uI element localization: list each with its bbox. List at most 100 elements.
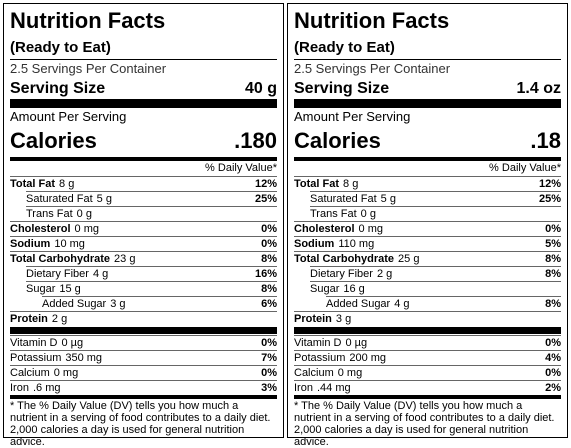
row-divider — [10, 236, 277, 237]
nutrient-name: Vitamin D — [10, 337, 58, 349]
daily-value: 12% — [254, 178, 277, 190]
nutrient-amount: 110 mg — [338, 238, 375, 250]
amount-per-serving: Amount Per Serving — [10, 109, 127, 124]
nutrient-amount: 10 mg — [54, 238, 85, 250]
serving-size-label: Serving Size — [10, 80, 106, 97]
nutrient-amount: 5 g — [380, 193, 396, 205]
daily-value: 12% — [538, 178, 561, 190]
nutrient-amount: 23 g — [114, 253, 136, 265]
daily-value: 6% — [261, 298, 277, 310]
divider — [10, 59, 277, 60]
medium-bar — [10, 157, 277, 161]
daily-value: 0% — [545, 223, 561, 235]
row-divider — [10, 311, 277, 312]
daily-value: 0% — [261, 337, 277, 349]
serving-size-label: Serving Size — [294, 80, 390, 97]
row-divider — [10, 365, 277, 366]
nutrient-name: Iron — [10, 382, 29, 394]
nutrient-name: Added Sugar — [326, 298, 391, 310]
nutrient-name: Added Sugar — [42, 298, 107, 310]
row-divider — [294, 350, 561, 351]
nutrient-name: Sugar — [310, 283, 340, 295]
nutrient-name: Trans Fat — [310, 208, 357, 220]
nutrient-amount: 5 g — [96, 193, 112, 205]
daily-value: 0% — [261, 223, 277, 235]
nutrient-name: Dietary Fiber — [26, 268, 89, 280]
daily-value: 25% — [538, 193, 561, 205]
daily-value: 2% — [545, 382, 561, 394]
nutrient-amount: 0 g — [76, 208, 92, 220]
row-divider — [294, 311, 561, 312]
nutrient-amount: .6 mg — [32, 382, 61, 394]
daily-value: 25% — [254, 193, 277, 205]
row-divider — [326, 296, 561, 297]
nutrient-amount: 350 mg — [65, 352, 103, 364]
nutrient-amount: 4 g — [394, 298, 410, 310]
serving-size: 40 g — [244, 80, 277, 97]
nutrient-name: Calcium — [294, 367, 334, 379]
row-divider — [26, 206, 277, 207]
nutrient-amount: 0 µg — [345, 337, 368, 349]
row-divider — [294, 221, 561, 222]
nutrient-name: Potassium — [10, 352, 62, 364]
nutrient-amount: 0 mg — [358, 223, 383, 235]
thick-bar — [294, 99, 561, 108]
daily-value: 8% — [545, 268, 561, 280]
nutrient-amount: 0 mg — [74, 223, 99, 235]
title: Nutrition Facts — [10, 8, 166, 33]
footnote: * The % Daily Value (DV) tells you how m… — [10, 400, 271, 448]
row-divider — [10, 335, 277, 336]
nutrient-amount: 0 g — [360, 208, 376, 220]
nutrient-name: Sugar — [26, 283, 56, 295]
row-divider — [310, 281, 561, 282]
daily-value: 8% — [261, 283, 277, 295]
subtitle: (Ready to Eat) — [294, 39, 395, 56]
nutrient-amount: 8 g — [59, 178, 75, 190]
row-divider — [26, 266, 277, 267]
calories: .18 — [530, 128, 561, 153]
nutrient-amount: 0 mg — [337, 367, 363, 379]
divider — [294, 59, 561, 60]
row-divider — [26, 191, 277, 192]
nutrient-name: Vitamin D — [294, 337, 342, 349]
daily-value: 4% — [545, 352, 561, 364]
nutrient-amount: 3 g — [335, 313, 352, 325]
nutrient-name: Cholesterol — [294, 223, 355, 235]
row-divider — [42, 296, 277, 297]
medium-bar — [294, 157, 561, 161]
nutrient-name: Saturated Fat — [26, 193, 93, 205]
medium-bar — [10, 395, 277, 399]
nutrient-name: Potassium — [294, 352, 346, 364]
nutrient-amount: 25 g — [398, 253, 420, 265]
daily-value: 16% — [254, 268, 277, 280]
calories-label: Calories — [10, 128, 97, 153]
nutrient-amount: 0 mg — [53, 367, 79, 379]
daily-value: 0% — [261, 367, 277, 379]
nutrient-name: Iron — [294, 382, 313, 394]
nutrient-name: Total Carbohydrate — [10, 253, 111, 265]
servings: 2.5 Servings Per Container — [10, 61, 167, 76]
row-divider — [10, 221, 277, 222]
nutrient-amount: 8 g — [343, 178, 359, 190]
row-divider — [10, 350, 277, 351]
row-divider — [26, 281, 277, 282]
nutrient-name: Protein — [10, 313, 48, 325]
medium-bar — [294, 395, 561, 399]
nutrient-name: Sodium — [10, 238, 51, 250]
thick-bar — [10, 327, 277, 334]
thick-bar — [10, 99, 277, 108]
servings: 2.5 Servings Per Container — [294, 61, 451, 76]
nutrient-amount: 2 g — [51, 313, 68, 325]
nutrition-label: Nutrition Facts (Ready to Eat) 2.5 Serving… — [287, 3, 568, 448]
row-divider — [294, 335, 561, 336]
thick-bar — [294, 327, 561, 334]
daily-value: 8% — [545, 253, 561, 265]
daily-value: 7% — [261, 352, 277, 364]
row-divider — [310, 266, 561, 267]
footnote: * The % Daily Value (DV) tells you how m… — [294, 400, 555, 448]
daily-value: 8% — [261, 253, 277, 265]
nutrient-amount: 16 g — [343, 283, 365, 295]
amount-per-serving: Amount Per Serving — [294, 109, 411, 124]
nutrition-label: Nutrition Facts (Ready to Eat) 2.5 Serving… — [3, 3, 284, 448]
row-divider — [310, 206, 561, 207]
